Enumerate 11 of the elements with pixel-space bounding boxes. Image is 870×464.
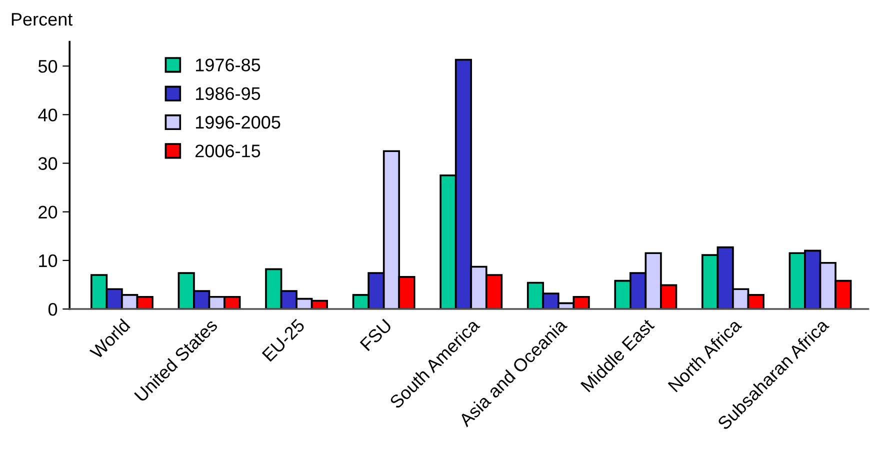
y-tick-label: 10 <box>39 254 58 268</box>
y-tick-label: 20 <box>38 206 58 219</box>
legend-label: 2006-15 <box>196 144 260 158</box>
legend-label: 1976-85 <box>196 58 260 72</box>
y-tick-label: 50 <box>38 60 58 73</box>
legend-label: 1986-95 <box>196 87 260 100</box>
y-axis-title: Percent <box>12 13 73 26</box>
y-tick-label: 30 <box>38 157 58 170</box>
y-tick-label: 0 <box>48 302 58 316</box>
y-tick-label: 40 <box>38 108 58 122</box>
legend-label: 1996-2005 <box>196 116 280 129</box>
